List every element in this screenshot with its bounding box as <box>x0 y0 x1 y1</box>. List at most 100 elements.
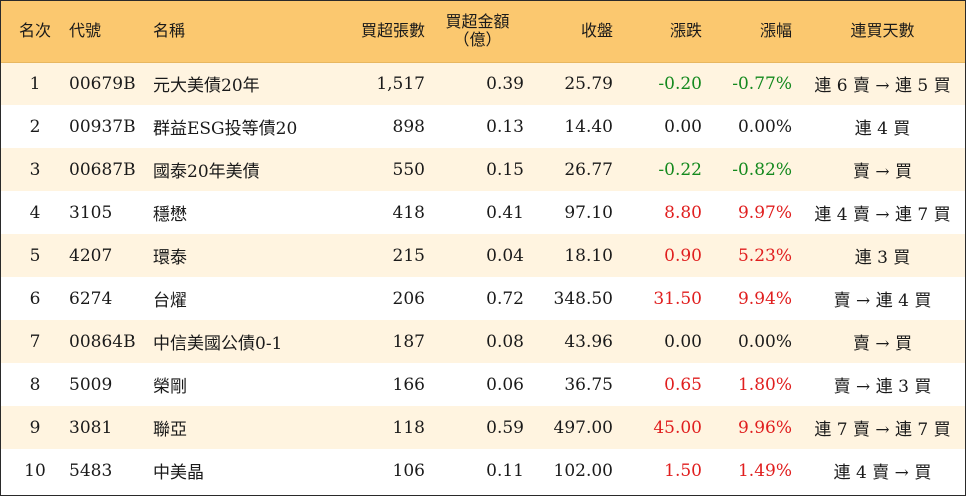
header-net-amount-unit: （億） <box>453 30 502 50</box>
pct-cell: 0.00% <box>737 331 792 352</box>
streak-cell: 連 7 賣 → 連 7 買 <box>814 420 951 440</box>
rank-cell: 9 <box>29 417 41 438</box>
rank-cell: 10 <box>24 460 46 481</box>
close-cell: 43.96 <box>564 331 613 352</box>
change-cell: 8.80 <box>664 202 702 223</box>
table-row: 9 3081 聯亞 118 0.59 497.00 45.00 9.96% 連 7 賣 → 連 … <box>1 406 965 449</box>
table-row: 8 5009 榮剛 166 0.06 36.75 0.65 1.80% 賣 → 連 3 買 <box>1 363 965 406</box>
rank-cell: 5 <box>29 245 41 266</box>
streak-cell: 連 3 買 <box>854 248 911 268</box>
name-cell: 台燿 <box>153 291 187 311</box>
close-cell: 26.77 <box>564 159 613 180</box>
rank-cell: 1 <box>29 73 41 94</box>
streak-cell: 賣 → 買 <box>852 162 913 182</box>
net-amount-cell: 0.11 <box>486 460 524 481</box>
table-row: 3 00687B 國泰20年美債 550 0.15 26.77 -0.22 -0.82% 賣 →… <box>1 148 965 191</box>
code-cell: 4207 <box>69 245 113 266</box>
close-cell: 102.00 <box>553 460 613 481</box>
net-lots-cell: 118 <box>392 417 425 438</box>
change-cell: 0.90 <box>664 245 702 266</box>
net-amount-cell: 0.39 <box>486 73 524 94</box>
net-lots-cell: 418 <box>392 202 425 223</box>
close-cell: 18.10 <box>564 245 613 266</box>
header-streak: 連買天數 <box>800 1 965 63</box>
change-cell: -0.22 <box>658 159 702 180</box>
code-cell: 3105 <box>69 202 113 223</box>
name-cell: 穩懋 <box>153 205 187 225</box>
table-row: 2 00937B 群益ESG投等債20 898 0.13 14.40 0.00 0.00% 連 … <box>1 105 965 148</box>
code-cell: 00687B <box>69 159 136 180</box>
name-cell: 國泰20年美債 <box>153 162 260 182</box>
pct-cell: -0.77% <box>732 73 792 94</box>
pct-cell: 0.00% <box>737 116 792 137</box>
header-code: 代號 <box>69 1 153 63</box>
header-row: 名次 代號 名稱 買超張數 買超金額 （億） 收盤 漲跌 漲幅 連買天數 <box>1 1 965 63</box>
net-amount-cell: 0.41 <box>486 202 524 223</box>
net-lots-cell: 215 <box>392 245 425 266</box>
net-amount-cell: 0.08 <box>486 331 524 352</box>
code-cell: 6274 <box>69 288 113 309</box>
name-cell: 環泰 <box>153 248 187 268</box>
net-lots-cell: 187 <box>392 331 425 352</box>
rank-cell: 2 <box>29 116 41 137</box>
close-cell: 348.50 <box>553 288 613 309</box>
name-cell: 榮剛 <box>153 377 187 397</box>
streak-cell: 連 4 買 <box>854 119 911 139</box>
streak-cell: 連 6 賣 → 連 5 買 <box>814 76 951 97</box>
header-change: 漲跌 <box>621 1 710 63</box>
change-cell: 45.00 <box>653 417 702 438</box>
header-net-amount-label: 買超金額 <box>445 12 510 32</box>
rank-cell: 8 <box>29 374 41 395</box>
header-net-amount: 買超金額 （億） <box>425 1 530 63</box>
pct-cell: 9.97% <box>737 202 792 223</box>
net-amount-cell: 0.15 <box>486 159 524 180</box>
net-lots-cell: 550 <box>392 159 425 180</box>
close-cell: 14.40 <box>564 116 613 137</box>
change-cell: 1.50 <box>664 460 702 481</box>
code-cell: 5483 <box>69 460 113 481</box>
close-cell: 36.75 <box>564 374 613 395</box>
net-lots-cell: 898 <box>392 116 425 137</box>
pct-cell: 5.23% <box>737 245 792 266</box>
header-pct: 漲幅 <box>710 1 800 63</box>
net-amount-cell: 0.13 <box>486 116 524 137</box>
name-cell: 中美晶 <box>153 463 204 483</box>
name-cell: 中信美國公債0-1 <box>153 334 283 354</box>
close-cell: 97.10 <box>564 202 613 223</box>
code-cell: 00937B <box>69 116 136 137</box>
net-amount-cell: 0.59 <box>486 417 524 438</box>
streak-cell: 連 4 賣 → 買 <box>833 463 932 483</box>
net-lots-cell: 106 <box>392 460 425 481</box>
close-cell: 25.79 <box>564 73 613 94</box>
close-cell: 497.00 <box>553 417 613 438</box>
streak-cell: 連 4 賣 → 連 7 買 <box>814 205 951 225</box>
change-cell: 0.00 <box>664 331 702 352</box>
pct-cell: -0.82% <box>732 159 792 180</box>
header-rank: 名次 <box>1 1 69 63</box>
pct-cell: 9.96% <box>737 417 792 438</box>
table-row: 4 3105 穩懋 418 0.41 97.10 8.80 9.97% 連 4 賣 → 連 7 … <box>1 191 965 234</box>
table-row: 6 6274 台燿 206 0.72 348.50 31.50 9.94% 賣 → 連 4 買 <box>1 277 965 320</box>
pct-cell: 9.94% <box>737 288 792 309</box>
table-row: 10 5483 中美晶 106 0.11 102.00 1.50 1.49% 連 4 賣 → 買 <box>1 449 965 492</box>
code-cell: 3081 <box>69 417 113 438</box>
header-net-lots: 買超張數 <box>333 1 425 63</box>
streak-cell: 賣 → 連 4 買 <box>833 291 932 311</box>
change-cell: -0.20 <box>658 73 702 94</box>
table-row: 5 4207 環泰 215 0.04 18.10 0.90 5.23% 連 3 買 <box>1 234 965 277</box>
table-row: 1 00679B 元大美債20年 1,517 0.39 25.79 -0.20 -0.77% 連… <box>1 62 965 105</box>
name-cell: 群益ESG投等債20 <box>153 119 298 139</box>
net-lots-cell: 206 <box>392 288 425 309</box>
pct-cell: 1.80% <box>737 374 792 395</box>
change-cell: 0.65 <box>664 374 702 395</box>
rank-cell: 3 <box>29 159 41 180</box>
net-amount-cell: 0.04 <box>486 245 524 266</box>
rank-cell: 7 <box>29 331 41 352</box>
streak-cell: 賣 → 買 <box>852 334 913 354</box>
table-body: 1 00679B 元大美債20年 1,517 0.39 25.79 -0.20 -0.77% 連… <box>1 62 965 492</box>
streak-cell: 賣 → 連 3 買 <box>833 377 932 397</box>
change-cell: 0.00 <box>664 116 702 137</box>
change-cell: 31.50 <box>653 288 702 309</box>
